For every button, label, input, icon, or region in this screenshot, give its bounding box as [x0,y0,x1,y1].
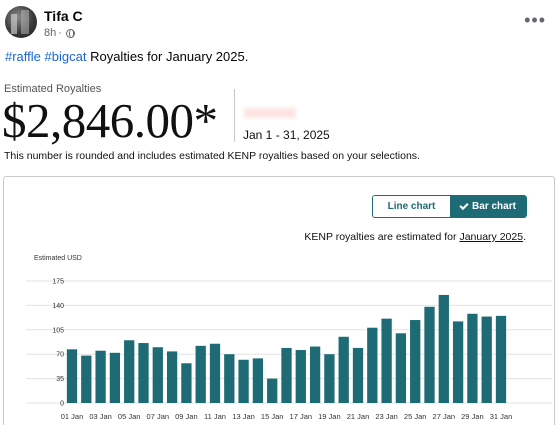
bar-04-jan[interactable] [109,352,121,403]
x-tick-label: 31 Jan [490,412,513,421]
kenp-note-prefix: KENP royalties are estimated for [304,231,460,243]
x-tick-label: 23 Jan [375,412,398,421]
x-tick-label: 09 Jan [175,412,198,421]
date-range: Jan 1 - 31, 2025 [243,128,330,142]
bar-05-jan[interactable] [124,340,135,403]
x-tick-label: 17 Jan [290,412,313,421]
meta-separator: · [58,27,62,39]
bar-chart-label: Bar chart [472,201,516,212]
y-tick-label: 70 [56,352,64,359]
bar-25-jan[interactable] [410,320,421,403]
bar-14-jan[interactable] [252,358,264,403]
x-tick-label: 11 Jan [204,412,226,421]
post-body-text: Royalties for January 2025. [90,49,249,64]
bar-02-jan[interactable] [81,355,92,403]
bar-27-jan[interactable] [438,294,449,403]
x-tick-label: 19 Jan [318,412,341,421]
bar-31-jan[interactable] [495,315,507,403]
author-name[interactable]: Tifa C [44,8,83,24]
bar-26-jan[interactable] [424,306,435,403]
bar-28-jan[interactable] [452,321,464,403]
bar-chart: Estimated USD 0 35 70 105 140 175 01 Jan 03 Ja… [26,255,552,421]
post-header: Tifa C 8h · ••• [0,0,558,44]
bar-06-jan[interactable] [138,343,149,403]
y-tick-label: 0 [60,401,64,408]
rounding-note: This number is rounded and includes esti… [4,150,420,162]
x-tick-label: 27 Jan [433,412,456,421]
redacted-area [244,108,296,118]
x-tick-label: 05 Jan [118,412,141,421]
check-icon [459,200,469,210]
bar-19-jan[interactable] [324,354,335,403]
chart-card: Line chart Bar chart KENP royalties are … [3,176,555,425]
bar-07-jan[interactable] [152,347,163,403]
bar-01-jan[interactable] [66,349,78,403]
bar-30-jan[interactable] [481,316,492,403]
bar-22-jan[interactable] [367,327,378,403]
bar-29-jan[interactable] [467,313,478,403]
bar-18-jan[interactable] [309,346,321,403]
x-tick-label: 03 Jan [89,412,112,421]
x-tick-label: 29 Jan [461,412,484,421]
bar-03-jan[interactable] [95,350,106,403]
x-tick-label: 21 Jan [347,412,370,421]
y-tick-label: 175 [52,279,64,286]
vertical-divider [234,89,235,142]
avatar[interactable] [5,6,37,38]
kenp-note: KENP royalties are estimated for January… [304,231,526,243]
bar-24-jan[interactable] [395,333,407,403]
y-tick-label: 35 [56,376,64,383]
x-tick-label: 01 Jan [61,412,84,421]
bar-17-jan[interactable] [295,350,306,403]
bar-12-jan[interactable] [224,354,235,403]
bar-09-jan[interactable] [181,363,192,403]
bar-13-jan[interactable] [238,359,249,403]
kenp-month-link[interactable]: January 2025 [459,231,524,243]
chart-type-toggle: Line chart Bar chart [372,195,527,218]
line-chart-button[interactable]: Line chart [373,196,450,217]
kenp-note-suffix: . [523,231,526,243]
x-tick-label: 13 Jan [232,412,255,421]
globe-icon [65,28,75,38]
bar-10-jan[interactable] [195,345,206,403]
royalty-amount: $2,846.00* [2,93,218,148]
bar-16-jan[interactable] [281,347,292,403]
hashtag-raffle[interactable]: #raffle [5,49,41,64]
estimated-royalties-label: Estimated Royalties [4,83,102,95]
x-tick-label: 25 Jan [404,412,427,421]
royalty-summary: Estimated Royalties $2,846.00* Jan 1 - 3… [0,78,558,173]
bar-20-jan[interactable] [338,336,349,403]
bar-08-jan[interactable] [166,351,178,403]
more-options-icon[interactable]: ••• [524,10,546,30]
post-meta: 8h · [44,27,75,39]
bar-23-jan[interactable] [381,318,392,403]
hashtag-bigcat[interactable]: #bigcat [44,49,87,64]
y-tick-label: 140 [52,303,64,310]
y-tick-label: 105 [52,327,64,334]
post-text: #raffle #bigcat Royalties for January 20… [5,49,248,64]
bar-11-jan[interactable] [209,343,221,403]
bar-21-jan[interactable] [352,347,364,403]
x-tick-label: 07 Jan [147,412,170,421]
bar-chart-button[interactable]: Bar chart [450,196,526,217]
y-axis-title: Estimated USD [34,255,82,262]
bar-15-jan[interactable] [267,378,278,403]
post-time[interactable]: 8h [44,27,57,39]
x-tick-label: 15 Jan [261,412,284,421]
